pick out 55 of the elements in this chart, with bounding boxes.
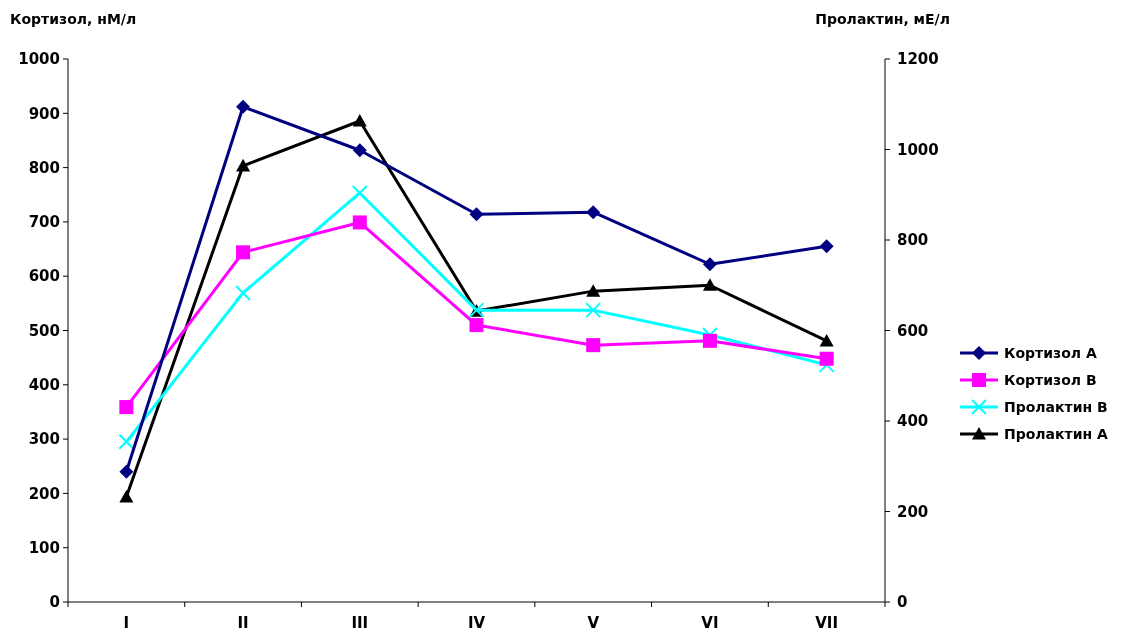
x-tick-label: VI bbox=[701, 614, 719, 632]
y2-tick-label: 400 bbox=[897, 412, 929, 431]
point bbox=[586, 205, 601, 220]
y-tick-label: 1000 bbox=[18, 50, 60, 69]
y-axis-title: Кортизол, нМ/л bbox=[10, 11, 137, 27]
point bbox=[119, 400, 134, 415]
point bbox=[469, 207, 484, 222]
y-tick-label: 400 bbox=[28, 376, 60, 395]
y-tick-label: 300 bbox=[28, 430, 60, 449]
y-tick-label: 500 bbox=[28, 321, 60, 340]
point bbox=[119, 490, 134, 503]
point bbox=[236, 99, 251, 114]
y-tick-label: 100 bbox=[28, 538, 60, 557]
y-tick-label: 0 bbox=[49, 593, 60, 612]
y-tick-label: 700 bbox=[28, 213, 60, 232]
x-tick-label: II bbox=[237, 614, 249, 632]
point bbox=[469, 318, 484, 333]
point bbox=[586, 284, 601, 297]
x-tick-label: V bbox=[587, 614, 600, 632]
point bbox=[586, 338, 601, 353]
y2-axis-title: Пролактин, мЕ/л bbox=[815, 11, 950, 27]
y-tick-label: 600 bbox=[28, 267, 60, 286]
point bbox=[351, 184, 368, 201]
point bbox=[352, 143, 367, 158]
legend-label: Пролактин В bbox=[1004, 398, 1108, 415]
y-tick-label: 800 bbox=[28, 158, 60, 177]
x-tick-label: VII bbox=[815, 614, 839, 632]
point bbox=[702, 278, 717, 291]
x-tick-label: I bbox=[123, 614, 130, 632]
y-tick-label: 200 bbox=[28, 484, 60, 503]
point bbox=[235, 284, 252, 301]
y2-tick-label: 800 bbox=[897, 231, 929, 250]
point bbox=[819, 333, 834, 347]
point bbox=[819, 351, 834, 366]
point bbox=[702, 333, 717, 348]
point bbox=[236, 245, 251, 260]
point bbox=[118, 433, 135, 450]
point bbox=[352, 113, 367, 127]
y2-tick-label: 1000 bbox=[897, 140, 939, 159]
y2-tick-label: 0 bbox=[897, 593, 908, 612]
y-tick-label: 900 bbox=[28, 104, 60, 123]
legend-label: Кортизол В bbox=[1004, 371, 1097, 388]
x-tick-label: III bbox=[351, 614, 369, 632]
legend-label: Пролактин А bbox=[1004, 425, 1109, 442]
point bbox=[352, 215, 367, 230]
x-tick-label: IV bbox=[467, 614, 486, 632]
point bbox=[236, 158, 251, 172]
y2-tick-label: 200 bbox=[897, 502, 929, 521]
y2-tick-label: 1200 bbox=[897, 50, 939, 69]
legend-label: Кортизол А bbox=[1004, 344, 1097, 361]
point bbox=[585, 302, 602, 319]
point bbox=[702, 257, 717, 272]
point bbox=[119, 464, 134, 479]
point bbox=[819, 239, 834, 254]
y2-tick-label: 600 bbox=[897, 321, 929, 340]
